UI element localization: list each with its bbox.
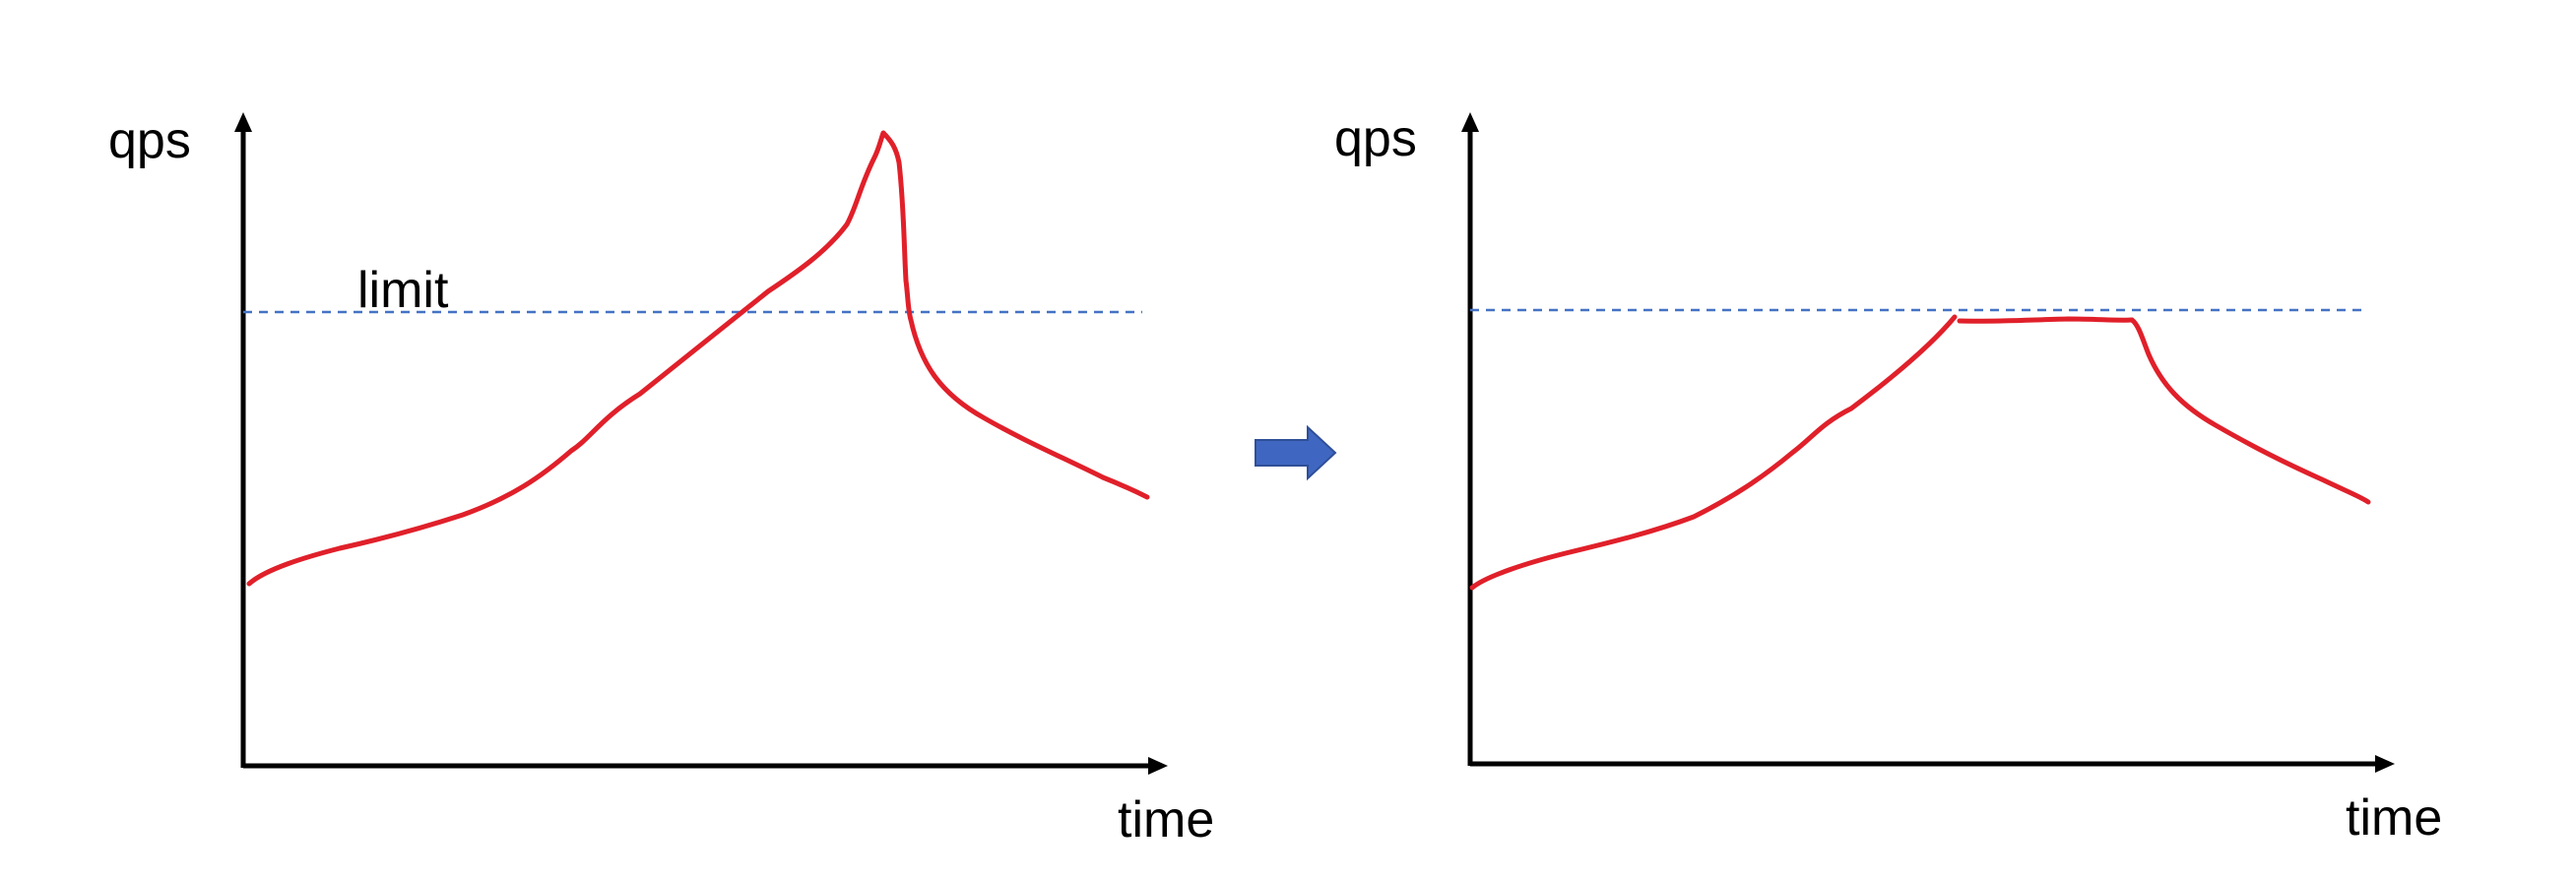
left-y-axis-label: qps xyxy=(108,112,191,169)
left-qps-curve xyxy=(246,130,1150,587)
right-y-axis-label: qps xyxy=(1334,110,1417,167)
left-x-axis-arrowhead xyxy=(1148,757,1168,775)
left-panel: qps time limit xyxy=(108,112,1214,849)
right-qps-curve-rise xyxy=(1469,314,1958,591)
transition-arrow-shape xyxy=(1255,424,1337,481)
right-y-axis-arrowhead xyxy=(1461,112,1479,132)
right-x-axis-label: time xyxy=(2346,789,2442,847)
right-arrow-icon xyxy=(1255,424,1337,481)
limit-label: limit xyxy=(357,262,449,319)
left-y-axis-arrowhead xyxy=(234,112,252,132)
left-x-axis-label: time xyxy=(1118,791,1214,849)
right-qps-curve-plateau xyxy=(1957,316,2135,324)
right-x-axis-arrowhead xyxy=(2375,755,2395,773)
right-qps-curve-decline xyxy=(2129,317,2371,505)
right-panel: qps time xyxy=(1334,110,2442,847)
